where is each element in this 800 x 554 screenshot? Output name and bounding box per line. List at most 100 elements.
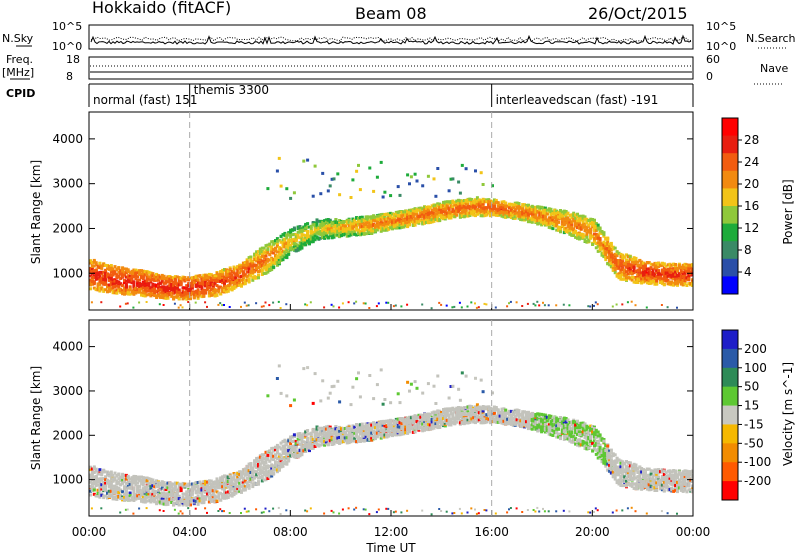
power-cell (589, 236, 593, 240)
power-cell (593, 237, 596, 241)
velocity-cell (119, 479, 123, 482)
power-cell (138, 271, 142, 275)
power-cell (121, 290, 125, 294)
power-cell (485, 200, 489, 204)
power-cell (487, 203, 491, 207)
power-cell (413, 212, 417, 216)
power-cell (217, 290, 221, 294)
power-cell (508, 210, 511, 214)
power-cell (262, 250, 266, 254)
power-cell (672, 262, 676, 266)
power-cell (649, 275, 653, 279)
power-cell (572, 213, 576, 217)
nsky-label: N.Sky (2, 32, 34, 45)
power-cell (289, 235, 293, 239)
power-cell (111, 273, 115, 277)
power-cell (347, 220, 351, 224)
power-cell (213, 274, 217, 278)
power-cell (483, 214, 487, 218)
power-cell (508, 213, 511, 217)
power-cell (517, 213, 521, 216)
power-cell (141, 294, 145, 298)
power-cell (349, 230, 353, 234)
power-cell (94, 288, 98, 292)
power-cell (202, 283, 206, 287)
power-scatter-cells (89, 156, 693, 310)
power-cell (332, 235, 336, 239)
power-cell (628, 263, 632, 267)
power-cell (368, 219, 372, 223)
power-cell (532, 210, 536, 214)
power-cell (602, 248, 606, 252)
power-cell (425, 221, 428, 224)
power-cell (457, 207, 461, 211)
power-cell (492, 198, 496, 202)
power-cell (396, 223, 400, 227)
power-cell (591, 225, 595, 229)
power-cell (664, 274, 668, 278)
power-ytick-label: 1000 (52, 266, 83, 280)
power-cell (617, 274, 621, 278)
power-cell (181, 295, 185, 299)
power-cell (536, 300, 539, 303)
power-cell (289, 196, 293, 200)
power-cell (436, 219, 440, 223)
power-cell (213, 275, 217, 279)
power-cell (200, 287, 204, 290)
power-cell (102, 279, 106, 283)
power-cell (336, 224, 340, 228)
power-cell (621, 267, 625, 271)
power-cell (538, 221, 542, 225)
power-cell (96, 277, 100, 281)
power-cell (576, 223, 579, 227)
velocity-cell (107, 494, 111, 498)
power-cell (517, 216, 521, 220)
power-cell (609, 251, 613, 255)
power-cell (542, 214, 545, 218)
velocity-cell (119, 494, 123, 498)
velocity-cell (124, 498, 128, 501)
power-cell (172, 284, 176, 288)
velocity-cell (92, 492, 96, 496)
power-cell (281, 244, 285, 248)
power-cell (681, 267, 685, 271)
power-cell (166, 280, 170, 284)
power-cell (593, 240, 596, 243)
power-cell (445, 211, 449, 215)
power-cell (315, 231, 319, 235)
velocity-cell (111, 477, 115, 481)
power-cell (574, 218, 578, 222)
power-cell (419, 214, 423, 218)
power-cell (285, 250, 289, 254)
power-cell (487, 210, 491, 214)
power-cell (155, 289, 159, 293)
velocity-cell (96, 492, 100, 495)
power-cell (236, 280, 240, 284)
power-cell (111, 267, 115, 271)
power-cell (608, 257, 612, 261)
power-cell (411, 220, 415, 224)
power-cell (96, 288, 100, 292)
nsky-tick-bottom: 10^0 (52, 40, 82, 53)
power-cell (606, 246, 610, 250)
power-cell (328, 232, 332, 236)
power-cell (472, 209, 476, 213)
power-cell (296, 235, 300, 239)
power-cell (677, 266, 681, 270)
power-cell (662, 274, 666, 278)
power-cell (162, 304, 165, 306)
power-cell (483, 206, 487, 210)
power-cell (173, 302, 176, 305)
power-cell (230, 281, 234, 285)
power-cell (560, 222, 564, 226)
power-cell (179, 293, 183, 297)
power-cell (306, 304, 309, 307)
power-cell (255, 266, 259, 270)
power-cell (549, 215, 553, 219)
power-cell (589, 305, 592, 308)
power-cell (226, 279, 230, 283)
power-cell (585, 220, 589, 224)
power-cell (196, 290, 200, 294)
power-cell (466, 200, 470, 204)
power-cell (394, 304, 397, 307)
